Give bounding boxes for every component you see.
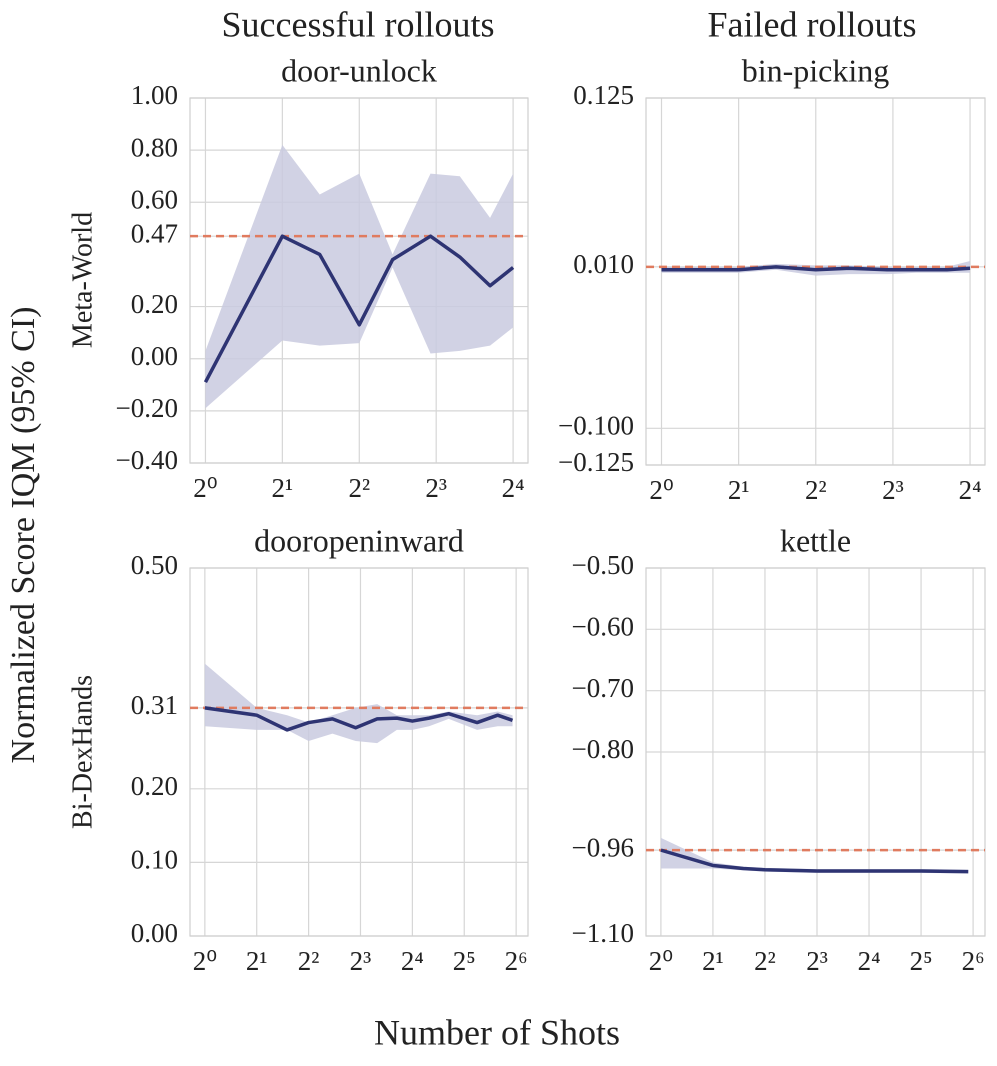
plot-frame xyxy=(189,567,529,937)
row-label: Bi-DexHands xyxy=(67,675,98,829)
x-tick-label: 2⁴ xyxy=(959,475,982,505)
y-tick-label: 0.010 xyxy=(573,249,634,279)
column-title: Successful rollouts xyxy=(222,4,495,44)
y-tick-label: −0.70 xyxy=(572,673,634,703)
x-tick-label: 2¹ xyxy=(272,473,294,503)
x-tick-label: 2² xyxy=(754,946,776,976)
y-tick-label: −0.60 xyxy=(572,612,634,642)
x-tick-label: 2⁴ xyxy=(401,946,424,976)
x-tick-label: 2⁰ xyxy=(193,473,217,503)
x-tick-label: 2¹ xyxy=(702,946,724,976)
subplot-title: dooropeninward xyxy=(254,522,464,558)
y-tick-label: 0.60 xyxy=(131,184,178,214)
confidence-band xyxy=(204,663,513,744)
x-tick-label: 2¹ xyxy=(246,946,268,976)
y-tick-label: −0.20 xyxy=(116,393,178,423)
x-tick-label: 2⁰ xyxy=(649,946,673,976)
y-tick-label: 0.31 xyxy=(131,690,178,720)
subplot-title: kettle xyxy=(780,522,851,558)
x-tick-label: 2³ xyxy=(882,475,904,505)
y-tick-label: 0.10 xyxy=(131,845,178,875)
plot-frame xyxy=(189,97,529,464)
plot-frame xyxy=(645,567,986,937)
y-tick-label: 0.50 xyxy=(131,550,178,580)
y-tick-label: 0.47 xyxy=(131,218,178,248)
y-tick-label: 0.00 xyxy=(131,918,178,948)
y-tick-label: −1.10 xyxy=(572,918,634,948)
x-axis-label: Number of Shots xyxy=(374,1012,620,1052)
x-tick-label: 2⁴ xyxy=(858,946,881,976)
x-tick-label: 2² xyxy=(348,473,370,503)
y-tick-label: 0.80 xyxy=(131,132,178,162)
x-tick-label: 2² xyxy=(298,946,320,976)
x-tick-label: 2⁵ xyxy=(453,946,476,976)
y-tick-label: 0.20 xyxy=(131,289,178,319)
plot-frame xyxy=(645,97,986,466)
y-tick-label: 1.00 xyxy=(131,80,178,110)
y-tick-label: 0.00 xyxy=(131,341,178,371)
x-tick-label: 2⁶ xyxy=(505,946,528,976)
column-title: Failed rollouts xyxy=(708,4,917,44)
series-line xyxy=(661,265,971,272)
row-label: Meta-World xyxy=(67,212,98,348)
x-tick-label: 2³ xyxy=(806,946,828,976)
y-tick-label: −0.125 xyxy=(558,447,634,477)
x-tick-label: 2⁰ xyxy=(649,475,673,505)
y-axis-label: Normalized Score IQM (95% CI) xyxy=(5,307,42,764)
series-line xyxy=(204,706,514,732)
x-tick-label: 2⁴ xyxy=(502,473,525,503)
subplot-title: door-unlock xyxy=(281,52,437,88)
confidence-band xyxy=(205,144,514,409)
y-tick-label: 0.125 xyxy=(573,80,634,110)
series-line xyxy=(203,234,515,383)
x-tick-label: 2¹ xyxy=(728,475,750,505)
subplot-title: bin-picking xyxy=(742,52,890,88)
x-tick-label: 2⁰ xyxy=(193,946,217,976)
y-tick-label: −0.80 xyxy=(572,734,634,764)
series-line xyxy=(660,848,969,874)
y-tick-label: −0.96 xyxy=(572,832,634,862)
y-tick-label: −0.100 xyxy=(558,411,634,441)
x-tick-label: 2² xyxy=(805,475,827,505)
x-tick-label: 2³ xyxy=(425,473,447,503)
y-tick-label: 0.20 xyxy=(131,771,178,801)
y-tick-label: −0.50 xyxy=(572,550,634,580)
x-tick-label: 2³ xyxy=(350,946,372,976)
confidence-band xyxy=(660,837,969,874)
x-tick-label: 2⁶ xyxy=(962,946,985,976)
y-tick-label: −0.40 xyxy=(116,445,178,475)
x-tick-label: 2⁵ xyxy=(910,946,933,976)
